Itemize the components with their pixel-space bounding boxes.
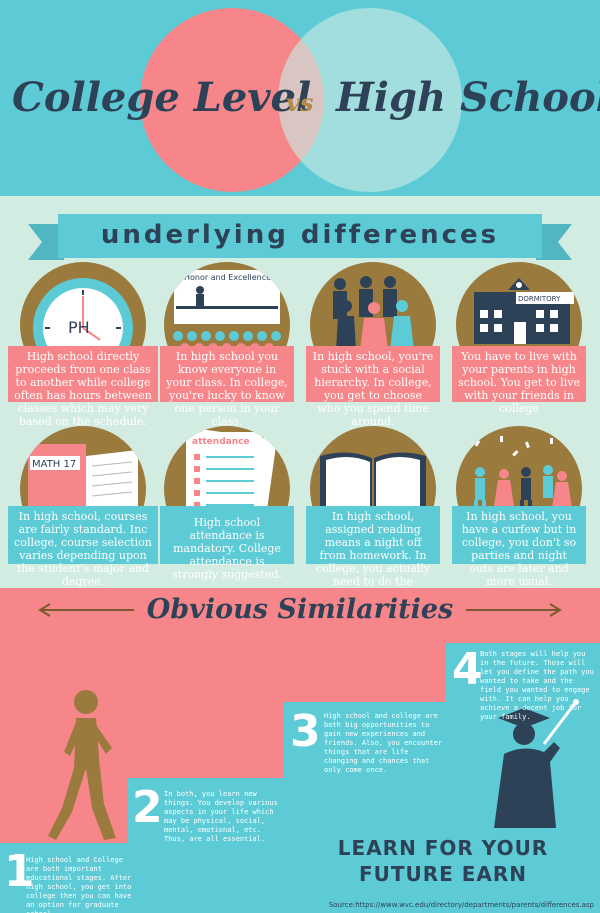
difference-card-6: High school attendance is mandatory. Col… — [160, 506, 294, 581]
difference-card-3: In high school, you're stuck with a soci… — [306, 346, 440, 428]
differences-banner-text: underlying differences — [100, 220, 500, 250]
similarities-section: Obvious Similarities 1 High school and C… — [0, 588, 600, 913]
open-book-icon — [320, 452, 426, 518]
honor-label: Honor and Excellence — [184, 273, 271, 282]
differences-section: underlying differences PH Honor and Exce… — [0, 196, 600, 601]
difference-card-1: High school directly proceeds from one c… — [8, 346, 158, 428]
step-number-1: 1 — [4, 846, 35, 897]
difference-card-4: You have to live with your parents in hi… — [452, 346, 586, 415]
step-number-3: 3 — [290, 706, 321, 757]
step-number-4: 4 — [452, 644, 483, 695]
source-credit: Source:https://www.wvc.edu/directory/dep… — [328, 901, 594, 909]
header-section: College Level vs High School — [0, 0, 600, 196]
graduate-icon — [494, 699, 579, 828]
vs-label: vs — [286, 88, 314, 117]
math-book-circle: MATH 17 — [20, 426, 146, 552]
differences-banner — [28, 214, 572, 260]
math-book-icon: MATH 17 — [28, 444, 138, 514]
similarities-banner-text: Obvious Similarities — [146, 594, 454, 625]
venn-circle-right — [278, 8, 462, 192]
difference-card-8: In high school, you have a curfew but in… — [452, 506, 586, 588]
difference-card-5: In high school, courses are fairly stand… — [8, 506, 158, 588]
clock-label: PH — [68, 318, 90, 337]
attendance-label: attendance — [192, 437, 250, 447]
party-icon — [474, 436, 572, 518]
stair-step-1 — [0, 843, 600, 913]
classroom-icon: Honor and Excellence — [173, 270, 281, 353]
slogan-line-1: Learn for your — [337, 836, 549, 860]
slogan-line-2: future earn — [358, 862, 528, 886]
math-label: MATH 17 — [32, 459, 76, 470]
college-level-title: College Level — [12, 74, 312, 121]
step-text-1: High school and College are both importa… — [26, 856, 132, 913]
right-arrow-icon — [466, 603, 562, 617]
step-text-4: Both stages will help you in the future.… — [480, 650, 594, 721]
dormitory-icon: DORMITORY — [474, 278, 574, 344]
dormitory-label: DORMITORY — [518, 295, 561, 303]
difference-card-7: In high school, assigned reading means a… — [306, 506, 440, 601]
walking-man-icon — [48, 690, 116, 840]
difference-card-2: In high school you know everyone in your… — [160, 346, 294, 428]
step-text-3: High school and college are both big opp… — [324, 712, 443, 774]
step-text-2: In both, you learn new things. You devel… — [164, 790, 278, 843]
left-arrow-icon — [38, 603, 134, 617]
step-number-2: 2 — [132, 782, 163, 833]
high-school-title: High School — [336, 74, 600, 121]
crowd-icon — [333, 276, 414, 350]
